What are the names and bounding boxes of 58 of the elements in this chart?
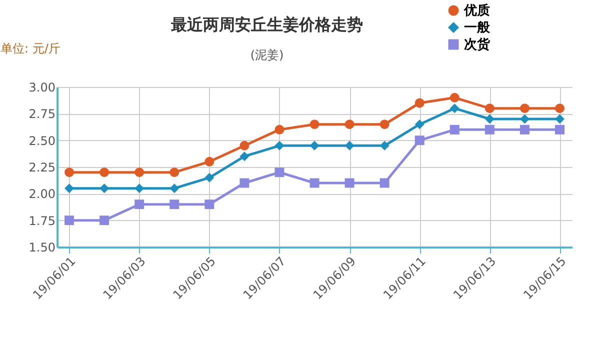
point xyxy=(310,178,320,188)
point xyxy=(380,178,390,188)
point xyxy=(204,200,214,210)
y-tick-label: 2.75 xyxy=(28,107,56,122)
y-tick-label: 2.50 xyxy=(28,134,56,148)
point xyxy=(100,216,110,226)
point xyxy=(170,168,180,178)
chart-subtitle: (泥姜) xyxy=(250,48,284,62)
point xyxy=(100,184,110,194)
point xyxy=(484,114,494,124)
legend-label: 优质 xyxy=(463,2,490,18)
point xyxy=(240,152,250,162)
point xyxy=(554,104,564,114)
point xyxy=(134,184,144,194)
point xyxy=(204,172,214,182)
point xyxy=(344,120,354,130)
point xyxy=(554,124,564,134)
point xyxy=(520,104,530,114)
point xyxy=(170,184,180,194)
point xyxy=(520,124,530,134)
point xyxy=(414,98,424,108)
point xyxy=(134,168,144,178)
point xyxy=(274,124,284,134)
point xyxy=(64,168,74,178)
point xyxy=(64,184,74,194)
y-axis-title: 单位: 元/斤 xyxy=(0,42,60,56)
point xyxy=(554,114,564,124)
point xyxy=(134,200,144,210)
point xyxy=(310,120,320,130)
point xyxy=(274,168,284,178)
point xyxy=(310,140,320,150)
point xyxy=(100,168,110,178)
legend-label: 一般 xyxy=(464,20,491,36)
point xyxy=(450,124,460,134)
point xyxy=(204,156,214,166)
y-tick-label: 2.25 xyxy=(28,160,56,174)
point xyxy=(380,140,390,150)
y-tick-label: 2.00 xyxy=(28,187,56,202)
point xyxy=(240,140,250,150)
point xyxy=(344,140,354,150)
point xyxy=(64,216,74,226)
y-tick-label: 1.50 xyxy=(28,240,56,254)
point xyxy=(274,140,284,150)
legend-label: 次货 xyxy=(464,36,491,52)
point xyxy=(520,114,530,124)
point xyxy=(414,136,424,146)
point xyxy=(484,104,494,114)
point xyxy=(450,92,460,102)
point xyxy=(240,178,250,188)
y-tick-label: 1.75 xyxy=(28,214,56,228)
point xyxy=(450,104,460,114)
point xyxy=(380,120,390,130)
point xyxy=(344,178,354,188)
point xyxy=(414,120,424,130)
point xyxy=(484,124,494,134)
y-tick-label: 3.00 xyxy=(28,80,56,94)
chart-title: 最近两周安丘生姜价格走势 xyxy=(170,15,363,34)
point xyxy=(170,200,180,210)
